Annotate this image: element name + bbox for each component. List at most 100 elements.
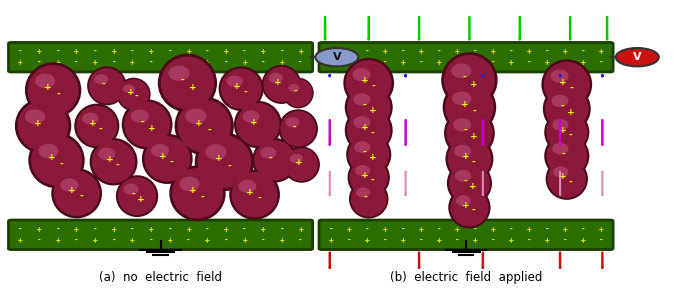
Text: +: + bbox=[74, 225, 79, 234]
Text: +: + bbox=[93, 58, 97, 67]
Ellipse shape bbox=[15, 98, 71, 154]
Text: +: + bbox=[347, 47, 351, 56]
Text: -: - bbox=[462, 73, 466, 82]
Text: -: - bbox=[37, 236, 41, 245]
Text: -: - bbox=[116, 161, 120, 170]
Ellipse shape bbox=[453, 118, 471, 131]
Text: +: + bbox=[186, 47, 191, 56]
Text: +: + bbox=[186, 225, 191, 234]
Text: -: - bbox=[299, 236, 303, 245]
Text: +: + bbox=[559, 77, 566, 86]
Text: -: - bbox=[561, 150, 565, 158]
Ellipse shape bbox=[262, 65, 301, 104]
Ellipse shape bbox=[179, 177, 200, 191]
Text: -: - bbox=[527, 58, 531, 67]
Text: -: - bbox=[563, 58, 567, 67]
Ellipse shape bbox=[98, 148, 115, 160]
Text: -: - bbox=[223, 236, 228, 245]
Text: +: + bbox=[205, 236, 210, 245]
Text: +: + bbox=[509, 236, 513, 245]
Text: +: + bbox=[45, 83, 52, 92]
Text: +: + bbox=[148, 124, 155, 133]
Text: -: - bbox=[581, 225, 586, 234]
Text: +: + bbox=[234, 82, 241, 91]
Text: -: - bbox=[401, 47, 406, 56]
Ellipse shape bbox=[269, 73, 283, 83]
Text: +: + bbox=[369, 153, 376, 162]
Text: +: + bbox=[470, 132, 477, 141]
Text: -: - bbox=[455, 236, 460, 245]
Text: -: - bbox=[569, 84, 573, 93]
Text: -: - bbox=[261, 58, 265, 67]
Ellipse shape bbox=[447, 161, 492, 206]
Text: -: - bbox=[242, 225, 247, 234]
Ellipse shape bbox=[343, 58, 394, 108]
Circle shape bbox=[315, 48, 358, 66]
Text: -: - bbox=[561, 102, 565, 111]
Ellipse shape bbox=[87, 66, 127, 105]
Text: +: + bbox=[462, 152, 469, 161]
Text: -: - bbox=[347, 58, 351, 67]
Text: -: - bbox=[472, 107, 476, 116]
Text: +: + bbox=[223, 225, 228, 234]
Ellipse shape bbox=[353, 68, 370, 81]
Text: +: + bbox=[93, 236, 97, 245]
Text: +: + bbox=[280, 236, 284, 245]
Ellipse shape bbox=[118, 79, 149, 110]
Text: +: + bbox=[56, 58, 60, 67]
Text: +: + bbox=[361, 76, 368, 85]
Ellipse shape bbox=[172, 168, 223, 218]
Text: -: - bbox=[418, 58, 423, 67]
Text: +: + bbox=[48, 153, 56, 162]
Text: +: + bbox=[112, 47, 116, 56]
Text: +: + bbox=[527, 47, 531, 56]
Text: -: - bbox=[112, 58, 116, 67]
Ellipse shape bbox=[553, 166, 568, 178]
Text: -: - bbox=[168, 47, 172, 56]
Text: -: - bbox=[569, 178, 572, 186]
Text: (b)  electric  field  applied: (b) electric field applied bbox=[390, 271, 542, 284]
Text: +: + bbox=[491, 47, 496, 56]
Text: -: - bbox=[545, 47, 550, 56]
Ellipse shape bbox=[92, 140, 135, 183]
Text: -: - bbox=[491, 236, 496, 245]
Ellipse shape bbox=[242, 110, 260, 123]
Text: +: + bbox=[347, 225, 351, 234]
Ellipse shape bbox=[347, 157, 390, 199]
Text: +: + bbox=[473, 58, 477, 67]
Text: +: + bbox=[68, 186, 76, 195]
Text: +: + bbox=[250, 118, 258, 127]
Ellipse shape bbox=[456, 195, 471, 206]
Text: -: - bbox=[472, 158, 475, 167]
Text: +: + bbox=[130, 58, 135, 67]
Ellipse shape bbox=[74, 104, 119, 148]
Text: -: - bbox=[509, 225, 513, 234]
Text: -: - bbox=[18, 47, 23, 56]
Text: +: + bbox=[437, 236, 441, 245]
Text: -: - bbox=[563, 236, 567, 245]
Ellipse shape bbox=[283, 147, 320, 183]
Text: +: + bbox=[18, 58, 23, 67]
Text: -: - bbox=[473, 225, 477, 234]
Text: +: + bbox=[328, 236, 333, 245]
Text: +: + bbox=[559, 126, 567, 135]
Text: +: + bbox=[168, 236, 172, 245]
Text: +: + bbox=[37, 47, 41, 56]
Ellipse shape bbox=[545, 87, 588, 130]
Ellipse shape bbox=[447, 138, 491, 180]
Ellipse shape bbox=[255, 140, 295, 180]
Text: +: + bbox=[401, 236, 406, 245]
Ellipse shape bbox=[25, 62, 81, 118]
Text: -: - bbox=[181, 76, 184, 85]
Ellipse shape bbox=[450, 189, 489, 227]
Text: -: - bbox=[243, 87, 247, 96]
Text: -: - bbox=[371, 129, 374, 138]
Ellipse shape bbox=[544, 62, 590, 107]
Ellipse shape bbox=[452, 92, 471, 105]
Text: +: + bbox=[205, 58, 210, 67]
Text: -: - bbox=[200, 193, 204, 202]
Ellipse shape bbox=[232, 172, 278, 218]
Text: -: - bbox=[223, 58, 228, 67]
Ellipse shape bbox=[89, 138, 137, 185]
Ellipse shape bbox=[238, 180, 257, 193]
